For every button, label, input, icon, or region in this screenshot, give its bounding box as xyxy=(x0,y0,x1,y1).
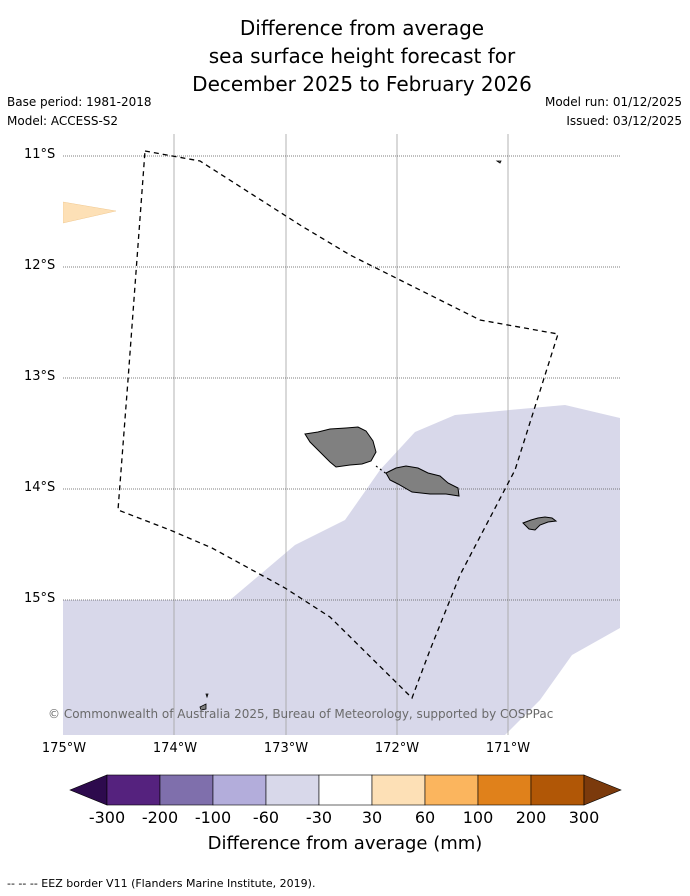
colorbar-tick-label: -200 xyxy=(141,808,179,827)
colorbar-tick-label: -30 xyxy=(305,808,333,827)
anomaly-region-negative xyxy=(63,405,620,735)
copyright-notice: © Commonwealth of Australia 2025, Bureau… xyxy=(48,707,554,721)
lon-label-171w: 171°W xyxy=(485,741,531,756)
tutuila-island xyxy=(522,516,558,531)
lon-label-175w: 175°W xyxy=(41,741,87,756)
lon-label-173w: 173°W xyxy=(263,741,309,756)
colorbar-tick-label: -300 xyxy=(88,808,126,827)
colorbar-tick-label: 300 xyxy=(568,808,600,827)
eez-border xyxy=(117,150,559,700)
small-islet-south xyxy=(199,693,209,711)
model-run-text: Model run: 01/12/2025 xyxy=(544,95,682,109)
colorbar-bin-6 xyxy=(371,774,426,806)
colorbar-bin-3 xyxy=(212,774,267,806)
colorbar-bin-2 xyxy=(159,774,214,806)
longitude-gridlines xyxy=(173,134,509,735)
colorbar-tick-label: 30 xyxy=(361,808,383,827)
colorbar-extend-high xyxy=(583,774,622,806)
title-line-1: Difference from average xyxy=(239,16,485,40)
eez-footnote: -- -- -- EEZ border V11 (Flanders Marine… xyxy=(7,877,316,890)
colorbar-bin-5 xyxy=(318,774,373,806)
colorbar-tick-label: -60 xyxy=(252,808,280,827)
lat-label-11s: 11°S xyxy=(24,147,56,162)
lat-label-14s: 14°S xyxy=(24,480,56,495)
latitude-gridlines xyxy=(63,155,620,601)
map-area xyxy=(63,134,620,735)
map-title: Difference from average sea surface heig… xyxy=(0,14,690,98)
colorbar-bin-8 xyxy=(477,774,532,806)
colorbar-bin-7 xyxy=(424,774,479,806)
colorbar-tick-label: 100 xyxy=(462,808,494,827)
title-line-2: sea surface height forecast for xyxy=(208,44,516,68)
savaii-island xyxy=(304,426,377,468)
title-line-3: December 2025 to February 2026 xyxy=(192,72,532,96)
colorbar-bin-1 xyxy=(106,774,161,806)
base-period-text: Base period: 1981-2018 xyxy=(7,95,152,109)
lat-label-13s: 13°S xyxy=(24,369,56,384)
metadata-right: Model run: 01/12/2025 Issued: 03/12/2025 xyxy=(545,95,682,133)
colorbar-bin-4 xyxy=(265,774,320,806)
colorbar-tick-label: -100 xyxy=(194,808,232,827)
lat-label-12s: 12°S xyxy=(24,258,56,273)
metadata-left: Base period: 1981-2018 Model: ACCESS-S2 xyxy=(7,95,152,133)
model-text: Model: ACCESS-S2 xyxy=(7,114,119,128)
anomaly-region-positive xyxy=(63,201,117,224)
lat-label-15s: 15°S xyxy=(24,591,56,606)
colorbar-title: Difference from average (mm) xyxy=(207,833,483,854)
colorbar-tick-label: 200 xyxy=(515,808,547,827)
colorbar-extend-low xyxy=(69,774,108,806)
small-islet-north xyxy=(495,160,502,164)
colorbar-tick-label: 60 xyxy=(414,808,436,827)
colorbar xyxy=(69,774,622,806)
upolu-island xyxy=(385,465,460,497)
colorbar-bin-9 xyxy=(530,774,585,806)
lon-label-174w: 174°W xyxy=(152,741,198,756)
lon-label-172w: 172°W xyxy=(374,741,420,756)
issued-text: Issued: 03/12/2025 xyxy=(566,114,682,128)
